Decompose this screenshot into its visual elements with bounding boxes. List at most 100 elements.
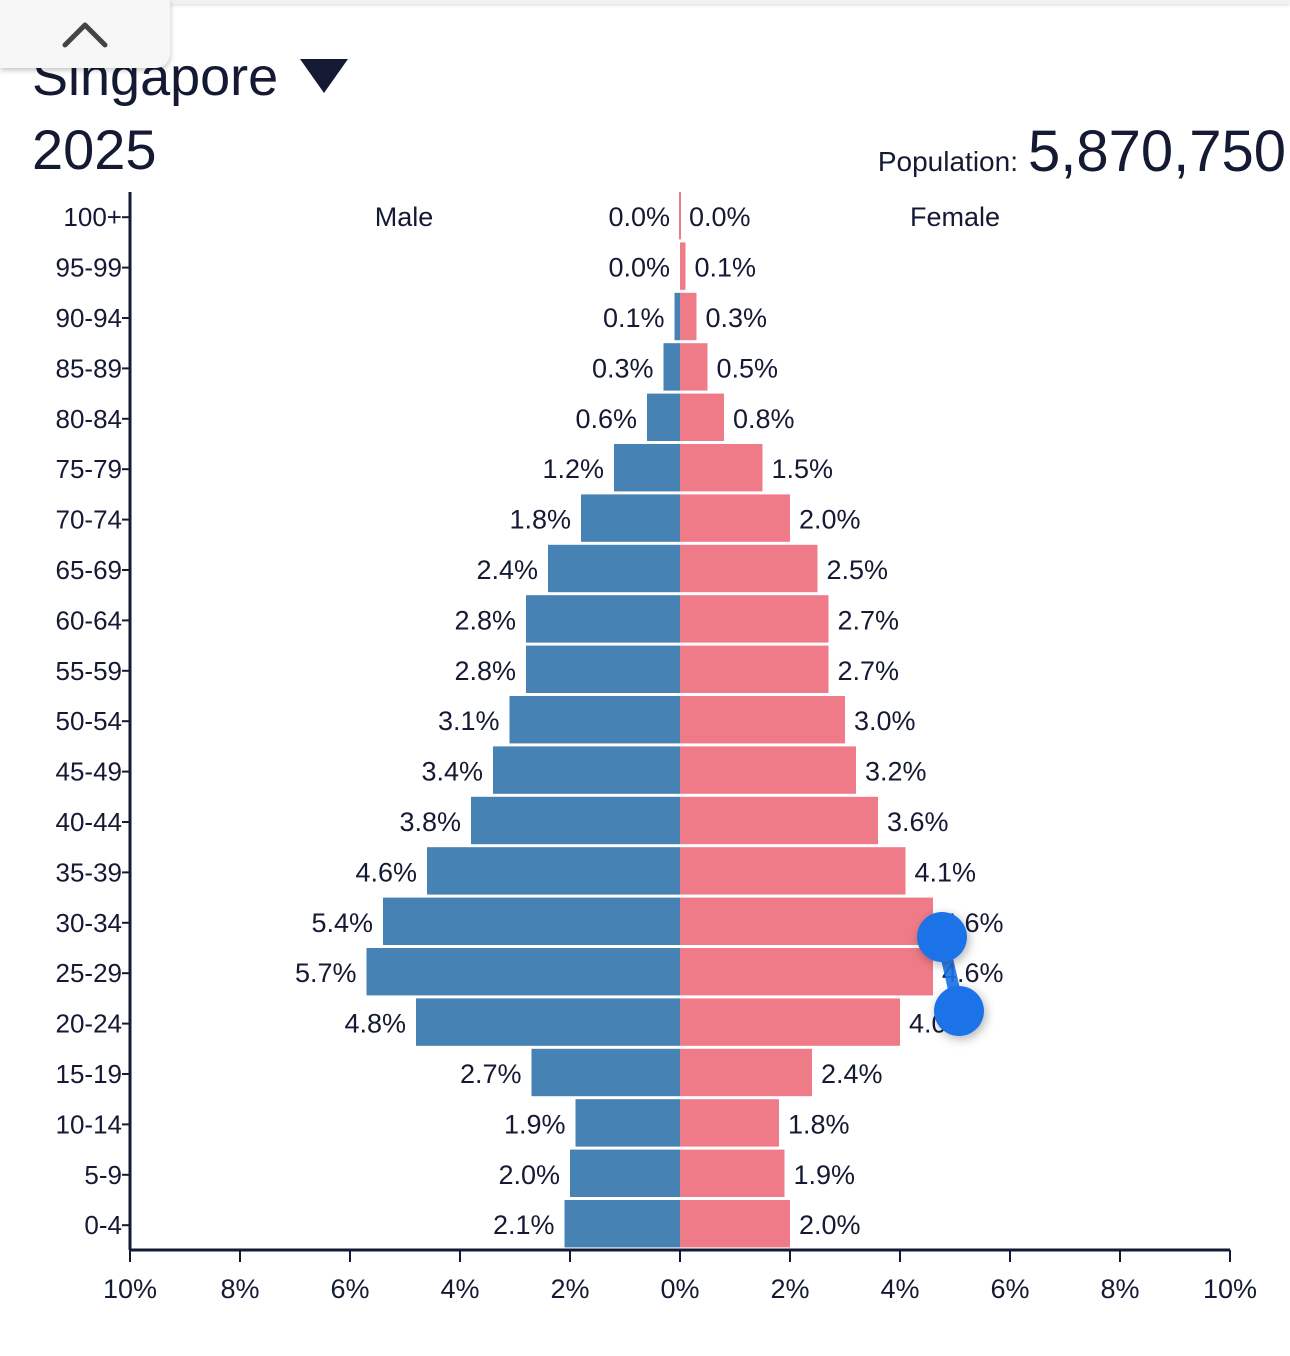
y-tick-label: 100+ [63, 202, 122, 232]
female-value-label: 2.4% [821, 1059, 883, 1089]
male-value-label: 1.9% [504, 1109, 566, 1139]
female-bar [680, 1048, 812, 1097]
male-bar [531, 1048, 680, 1097]
male-value-label: 5.7% [295, 958, 357, 988]
legend-male: Male [375, 202, 434, 232]
female-value-label: 1.8% [788, 1109, 850, 1139]
female-value-label: 0.0% [689, 202, 751, 232]
male-value-label: 2.4% [476, 555, 538, 585]
x-tick-label: 0% [660, 1274, 699, 1304]
male-value-label: 3.4% [421, 757, 483, 787]
male-value-label: 2.1% [493, 1210, 555, 1240]
top-strip [170, 0, 1290, 4]
population-label: Population: [877, 146, 1018, 177]
y-tick-label: 20-24 [56, 1009, 123, 1039]
y-tick-label: 70-74 [56, 505, 123, 535]
male-bar [526, 645, 680, 693]
male-bar [493, 746, 680, 794]
male-value-label: 0.3% [592, 353, 654, 383]
male-value-label: 2.8% [454, 656, 516, 686]
male-bar [564, 1200, 680, 1248]
female-value-label: 2.0% [799, 1210, 861, 1240]
y-tick-label: 25-29 [56, 958, 123, 988]
male-bar [526, 595, 680, 643]
year-label: 2025 [32, 118, 157, 181]
female-bar [680, 494, 790, 542]
x-tick-label: 10% [103, 1274, 157, 1304]
female-bar [680, 696, 845, 744]
female-bar [680, 393, 724, 441]
collapse-button[interactable] [0, 0, 170, 68]
female-value-label: 2.7% [838, 656, 900, 686]
female-bar [680, 847, 906, 895]
female-value-label: 2.7% [838, 605, 900, 635]
y-tick-label: 95-99 [56, 253, 123, 283]
female-value-label: 0.3% [706, 303, 768, 333]
x-tick-label: 6% [330, 1274, 369, 1304]
male-bar [509, 696, 680, 744]
female-value-label: 0.1% [695, 253, 757, 283]
y-tick-label: 45-49 [56, 757, 123, 787]
female-bar [680, 444, 763, 492]
caret-down-icon [300, 59, 349, 93]
y-tick-label: 15-19 [56, 1059, 123, 1089]
female-bar [680, 1200, 790, 1248]
male-bar [570, 1149, 680, 1197]
male-value-label: 2.0% [498, 1160, 560, 1190]
female-bar [680, 544, 818, 593]
y-tick-label: 0-4 [84, 1210, 122, 1240]
female-value-label: 3.0% [854, 706, 916, 736]
y-tick-label: 80-84 [56, 404, 123, 434]
female-bar [680, 292, 697, 341]
female-bar [680, 343, 708, 391]
male-bar [383, 897, 680, 945]
male-bar [575, 1099, 680, 1147]
female-value-label: 3.6% [887, 807, 949, 837]
male-value-label: 1.2% [542, 454, 604, 484]
male-bar [663, 343, 680, 391]
male-bar [427, 847, 680, 895]
female-bar [680, 1099, 779, 1147]
y-tick-label: 5-9 [84, 1160, 122, 1190]
female-value-label: 0.5% [717, 353, 779, 383]
male-value-label: 0.0% [608, 202, 670, 232]
y-tick-label: 40-44 [56, 807, 123, 837]
male-value-label: 2.7% [460, 1059, 522, 1089]
y-tick-label: 90-94 [56, 303, 123, 333]
female-value-label: 1.9% [794, 1160, 856, 1190]
female-value-label: 3.2% [865, 757, 927, 787]
chevron-up-icon [62, 22, 108, 48]
y-tick-label: 65-69 [56, 555, 123, 585]
x-tick-label: 2% [550, 1274, 589, 1304]
female-value-label: 2.0% [799, 505, 861, 535]
selection-end-handle[interactable] [934, 986, 984, 1036]
male-bar [614, 444, 680, 492]
x-tick-label: 10% [1203, 1274, 1257, 1304]
male-value-label: 3.8% [399, 807, 461, 837]
female-bar [680, 595, 829, 643]
male-bar [366, 948, 680, 996]
male-bar [416, 998, 680, 1046]
x-tick-label: 4% [880, 1274, 919, 1304]
y-tick-label: 35-39 [56, 857, 123, 887]
legend-female: Female [910, 202, 1000, 232]
male-bar [548, 544, 680, 593]
female-bar [680, 998, 900, 1046]
female-bar [680, 242, 686, 290]
male-value-label: 1.8% [509, 505, 571, 535]
x-tick-label: 8% [1100, 1274, 1139, 1304]
y-tick-label: 55-59 [56, 656, 123, 686]
x-tick-label: 4% [440, 1274, 479, 1304]
x-tick-label: 2% [770, 1274, 809, 1304]
female-value-label: 0.8% [733, 404, 795, 434]
male-value-label: 0.1% [603, 303, 665, 333]
y-tick-label: 10-14 [56, 1109, 123, 1139]
x-tick-label: 6% [990, 1274, 1029, 1304]
female-value-label: 4.1% [915, 857, 977, 887]
male-value-label: 4.6% [355, 857, 417, 887]
selection-start-handle[interactable] [917, 912, 967, 962]
y-tick-label: 75-79 [56, 454, 123, 484]
y-tick-label: 50-54 [56, 706, 123, 736]
male-value-label: 4.8% [344, 1009, 406, 1039]
